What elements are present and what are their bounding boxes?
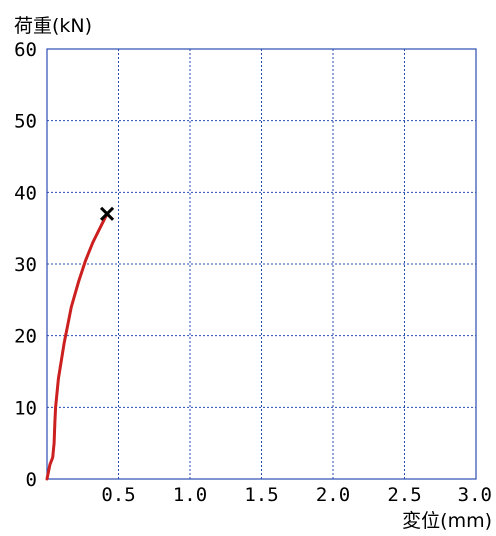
y-tick-label: 0 bbox=[26, 469, 37, 491]
series-layer bbox=[45, 212, 109, 481]
y-axis-title: 荷重(kN) bbox=[14, 15, 92, 37]
x-axis-title: 変位(mm) bbox=[402, 510, 492, 531]
x-tick-label: 1.0 bbox=[173, 484, 207, 506]
x-tick-label: 2.0 bbox=[316, 484, 350, 506]
failure-marker bbox=[99, 206, 115, 221]
y-tick-label: 60 bbox=[14, 39, 37, 61]
y-tick-label: 40 bbox=[14, 182, 37, 204]
y-tick-labels: 0 10 20 30 40 50 60 bbox=[14, 39, 37, 491]
y-tick-label: 50 bbox=[14, 111, 37, 133]
y-tick-label: 10 bbox=[14, 397, 37, 419]
series-line bbox=[45, 212, 109, 481]
y-tick-label: 30 bbox=[14, 254, 37, 276]
x-tick-labels: 0.5 1.0 1.5 2.0 2.5 3.0 bbox=[101, 484, 492, 506]
plot-frame bbox=[46, 48, 477, 480]
x-tick-label: 2.5 bbox=[387, 484, 421, 506]
x-tick-label: 0.5 bbox=[101, 484, 135, 506]
x-tick-label: 3.0 bbox=[458, 484, 492, 506]
x-tick-label: 1.5 bbox=[244, 484, 278, 506]
y-tick-label: 20 bbox=[14, 326, 37, 348]
annotations bbox=[99, 206, 115, 221]
grid bbox=[47, 49, 476, 479]
